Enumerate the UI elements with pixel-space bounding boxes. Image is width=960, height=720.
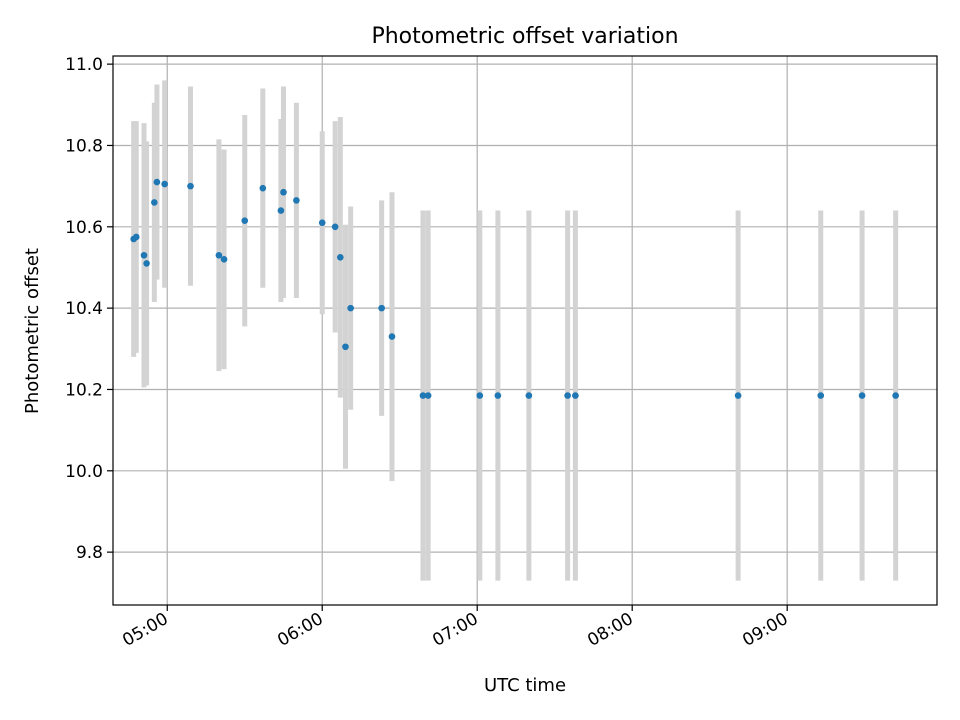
plot-area [113,56,937,605]
plot-frame [112,55,938,606]
data-point [347,304,354,312]
data-point [132,233,140,241]
data-point [525,392,533,399]
y-tick-label: 10.6 [65,218,103,238]
data-point [280,188,287,196]
y-tick-label: 10.2 [65,380,103,400]
data-point [419,392,427,399]
data-point [140,251,148,259]
data-point [337,253,344,261]
y-tick-label: 10.0 [65,462,103,482]
data-point [342,343,349,351]
data-point [388,333,396,340]
y-tick-label: 9.8 [76,543,103,563]
data-point [143,260,150,267]
chart-title: Photometric offset variation [371,24,678,49]
data-point [151,199,158,206]
data-point [476,392,484,399]
data-point [858,392,866,399]
data-point [564,392,571,399]
data-point [187,182,194,190]
data-point [734,392,742,399]
y-axis-ticks: 9.8 10.0 10.2 10.4 10.6 10.8 11.0 [65,55,113,563]
y-axis-label: Photometric offset [22,248,43,414]
data-point [277,207,285,214]
data-point [424,392,432,399]
data-point [378,304,385,312]
data-point [215,251,223,259]
y-tick-label: 10.8 [65,136,103,156]
data-point [331,223,339,231]
grid [113,56,937,605]
data-points [130,178,899,399]
data-point [892,392,899,399]
data-point [293,197,300,204]
y-tick-label: 11.0 [65,55,103,75]
data-point [572,392,579,399]
x-axis-label: UTC time [484,675,566,696]
y-tick-label: 10.4 [65,299,103,319]
data-point [817,392,825,399]
data-point [153,178,161,186]
data-point [494,392,502,399]
data-point [161,180,168,188]
data-point [259,184,267,192]
data-point [318,219,326,227]
data-point [220,256,228,263]
data-point [241,217,249,224]
